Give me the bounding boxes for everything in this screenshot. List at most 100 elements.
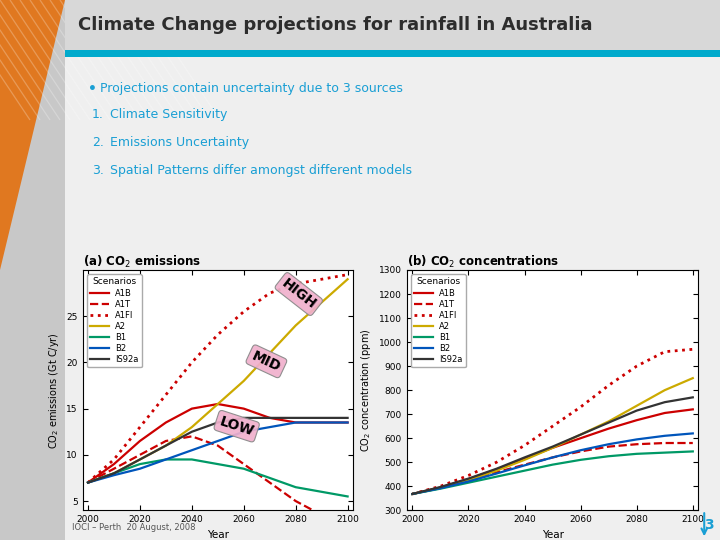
- A2: [135, 456, 144, 463]
- A1B: [632, 417, 641, 423]
- A1FI: [343, 272, 352, 278]
- A2: [161, 442, 170, 449]
- Y-axis label: CO$_2$ concentration (ppm): CO$_2$ concentration (ppm): [359, 328, 374, 452]
- Text: (b) CO$_2$ concentrations: (b) CO$_2$ concentrations: [407, 254, 559, 270]
- A1T: [576, 448, 585, 455]
- A2: [109, 470, 118, 477]
- B2: [84, 480, 92, 486]
- A1FI: [660, 348, 669, 355]
- IS92a: [436, 484, 445, 490]
- IS92a: [109, 470, 118, 477]
- A2: [604, 418, 613, 424]
- A2: [492, 468, 501, 474]
- A1FI: [632, 363, 641, 369]
- Text: (a) CO$_2$ emissions: (a) CO$_2$ emissions: [83, 254, 201, 270]
- B2: [343, 419, 352, 426]
- B1: [266, 475, 274, 481]
- B1: [318, 489, 326, 495]
- B1: [436, 485, 445, 492]
- A1B: [109, 461, 118, 467]
- A2: [292, 322, 300, 329]
- IS92a: [187, 429, 196, 435]
- Line: A1B: A1B: [88, 404, 348, 483]
- Text: LOW: LOW: [217, 414, 256, 438]
- Line: B2: B2: [413, 434, 693, 494]
- A1T: [109, 465, 118, 472]
- A1FI: [688, 346, 697, 353]
- B1: [187, 456, 196, 463]
- A1T: [240, 461, 248, 467]
- B1: [492, 474, 501, 480]
- B2: [436, 485, 445, 491]
- B1: [214, 461, 222, 467]
- A1B: [214, 401, 222, 407]
- B2: [292, 419, 300, 426]
- A1FI: [109, 456, 118, 463]
- B1: [549, 461, 557, 468]
- IS92a: [135, 456, 144, 463]
- A2: [464, 477, 473, 483]
- Polygon shape: [0, 0, 65, 270]
- B2: [318, 419, 326, 426]
- A1FI: [187, 359, 196, 366]
- A1B: [660, 410, 669, 416]
- Text: HIGH: HIGH: [279, 276, 319, 312]
- A1B: [240, 406, 248, 412]
- A1FI: [464, 472, 473, 478]
- B1: [688, 448, 697, 455]
- IS92a: [292, 415, 300, 421]
- A2: [266, 350, 274, 356]
- A1FI: [84, 480, 92, 486]
- A1T: [135, 451, 144, 458]
- IS92a: [660, 399, 669, 406]
- A1T: [292, 498, 300, 504]
- B2: [161, 456, 170, 463]
- A1T: [549, 454, 557, 461]
- A1FI: [292, 281, 300, 287]
- A1T: [604, 443, 613, 450]
- IS92a: [266, 415, 274, 421]
- A1T: [161, 438, 170, 444]
- A1FI: [240, 308, 248, 315]
- B2: [135, 465, 144, 472]
- B2: [521, 462, 529, 469]
- IS92a: [318, 415, 326, 421]
- Text: IOCI – Perth  20 August, 2008: IOCI – Perth 20 August, 2008: [72, 523, 196, 532]
- A1T: [632, 441, 641, 448]
- Line: A1B: A1B: [413, 409, 693, 494]
- A1T: [521, 461, 529, 468]
- B2: [604, 441, 613, 448]
- A2: [84, 480, 92, 486]
- A1FI: [161, 392, 170, 398]
- B2: [240, 429, 248, 435]
- Legend: A1B, A1T, A1FI, A2, B1, B2, IS92a: A1B, A1T, A1FI, A2, B1, B2, IS92a: [87, 274, 142, 367]
- A1T: [318, 512, 326, 518]
- A2: [240, 377, 248, 384]
- A1T: [84, 480, 92, 486]
- Line: A2: A2: [413, 378, 693, 494]
- B1: [632, 450, 641, 457]
- A1FI: [521, 442, 529, 449]
- A1FI: [604, 382, 613, 389]
- A2: [521, 457, 529, 463]
- A1B: [521, 455, 529, 462]
- IS92a: [521, 454, 529, 461]
- Text: 3.: 3.: [92, 164, 104, 177]
- A1FI: [492, 459, 501, 465]
- A1B: [492, 466, 501, 472]
- IS92a: [464, 475, 473, 482]
- IS92a: [408, 491, 417, 497]
- B2: [187, 447, 196, 454]
- Y-axis label: CO$_2$ emissions (Gt C/yr): CO$_2$ emissions (Gt C/yr): [47, 332, 61, 449]
- FancyBboxPatch shape: [65, 50, 720, 57]
- A1B: [187, 406, 196, 412]
- A2: [408, 491, 417, 497]
- Line: A1FI: A1FI: [88, 275, 348, 483]
- A2: [343, 276, 352, 282]
- IS92a: [84, 480, 92, 486]
- Line: A1T: A1T: [413, 443, 693, 494]
- B1: [576, 457, 585, 463]
- A1B: [343, 419, 352, 426]
- A2: [187, 424, 196, 430]
- B1: [408, 491, 417, 497]
